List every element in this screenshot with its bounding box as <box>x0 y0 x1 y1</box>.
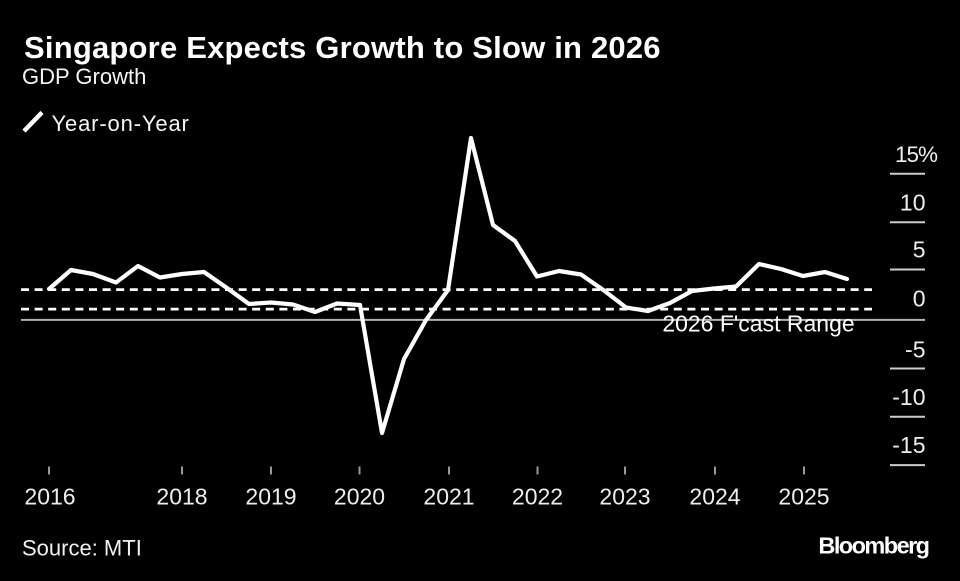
svg-text:-10: -10 <box>892 384 925 410</box>
svg-text:2016: 2016 <box>24 484 75 510</box>
svg-text:2022: 2022 <box>512 484 563 510</box>
svg-text:2018: 2018 <box>156 484 207 510</box>
svg-text:2021: 2021 <box>423 484 474 510</box>
svg-text:-15: -15 <box>892 432 925 458</box>
svg-text:5: 5 <box>913 237 926 263</box>
svg-text:2024: 2024 <box>689 484 740 510</box>
svg-text:10: 10 <box>900 189 926 215</box>
svg-text:2019: 2019 <box>245 484 296 510</box>
svg-text:-5: -5 <box>905 337 925 363</box>
svg-text:Year-on-Year: Year-on-Year <box>52 111 190 136</box>
svg-text:Bloomberg: Bloomberg <box>818 533 928 559</box>
svg-text:Source: MTI: Source: MTI <box>22 536 142 561</box>
svg-text:Singapore Expects Growth to Sl: Singapore Expects Growth to Slow in 2026 <box>24 30 661 65</box>
svg-text:0: 0 <box>913 286 926 312</box>
svg-text:2026 F'cast Range: 2026 F'cast Range <box>662 311 854 337</box>
svg-text:2025: 2025 <box>778 484 829 510</box>
svg-text:GDP Growth: GDP Growth <box>22 64 146 89</box>
svg-text:2020: 2020 <box>334 484 385 510</box>
svg-text:15%: 15% <box>895 142 938 167</box>
svg-text:2023: 2023 <box>599 484 650 510</box>
